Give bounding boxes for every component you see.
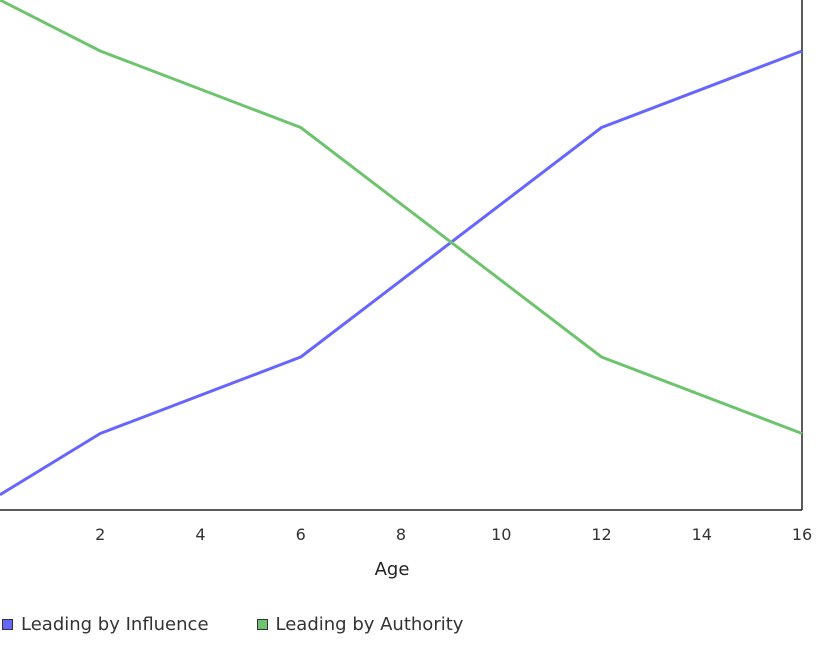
legend-swatch-authority <box>256 619 268 630</box>
legend-swatch-influence <box>2 619 13 630</box>
x-tick-label: 8 <box>396 525 406 544</box>
legend: Leading by Influence Leading by Authorit… <box>2 614 511 635</box>
series-group <box>0 0 803 496</box>
legend-item-influence: Leading by Influence <box>2 614 209 635</box>
x-tick-label: 10 <box>491 525 511 544</box>
x-tick-label: 12 <box>591 525 611 544</box>
series-line-0 <box>0 49 803 496</box>
x-tick-group: 2 4 6 8 10 12 14 16 <box>95 525 812 544</box>
legend-label-influence: Leading by Influence <box>21 614 209 635</box>
x-tick-label: 6 <box>296 525 306 544</box>
x-tick-label: 4 <box>195 525 205 544</box>
series-line-1 <box>0 0 803 435</box>
x-axis-title: Age <box>375 559 410 580</box>
x-tick-label: 14 <box>692 525 712 544</box>
x-tick-label: 2 <box>95 525 105 544</box>
line-chart: 2 4 6 8 10 12 14 16 Age <box>0 0 812 580</box>
legend-label-authority: Leading by Authority <box>275 614 464 635</box>
x-tick-label: 16 <box>792 525 812 544</box>
legend-item-authority: Leading by Authority <box>256 614 464 635</box>
